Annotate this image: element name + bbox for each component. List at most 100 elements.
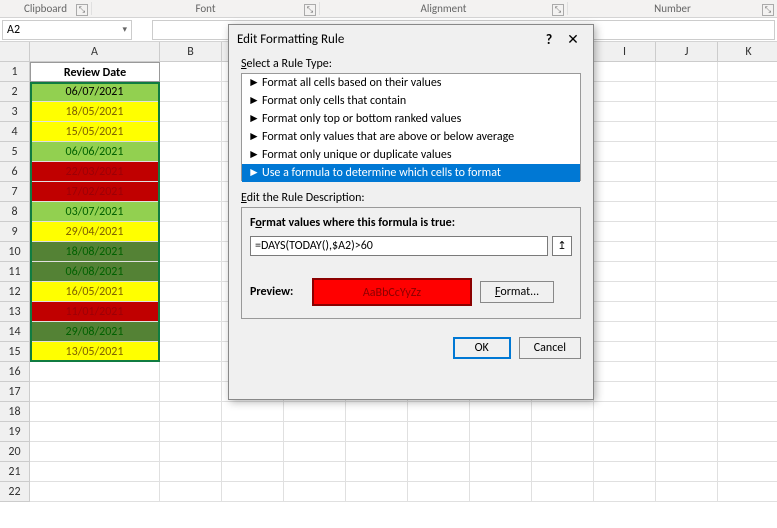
cell[interactable]: 06/06/2021 <box>30 142 160 162</box>
cell[interactable] <box>656 202 718 222</box>
cell[interactable] <box>656 182 718 202</box>
cell[interactable] <box>656 262 718 282</box>
cell[interactable] <box>284 422 346 442</box>
cell[interactable] <box>160 362 222 382</box>
dialog-launcher-icon[interactable]: ⤡ <box>76 4 88 16</box>
dialog-launcher-icon[interactable]: ⤡ <box>552 4 564 16</box>
cell[interactable] <box>718 242 777 262</box>
cell[interactable]: 18/05/2021 <box>30 102 160 122</box>
cell[interactable] <box>656 342 718 362</box>
cell[interactable] <box>656 242 718 262</box>
cell[interactable]: 03/07/2021 <box>30 202 160 222</box>
cell[interactable]: 29/08/2021 <box>30 322 160 342</box>
cell[interactable]: 29/04/2021 <box>30 222 160 242</box>
row-header[interactable]: 7 <box>0 182 30 202</box>
cell[interactable] <box>160 442 222 462</box>
cell[interactable]: 18/08/2021 <box>30 242 160 262</box>
cell[interactable] <box>656 142 718 162</box>
cell[interactable] <box>470 422 532 442</box>
cell[interactable] <box>718 222 777 242</box>
cell[interactable] <box>718 282 777 302</box>
cell[interactable] <box>160 142 222 162</box>
cell[interactable] <box>222 402 284 422</box>
cell[interactable] <box>656 402 718 422</box>
cell[interactable] <box>222 442 284 462</box>
cell[interactable] <box>594 62 656 82</box>
cell[interactable] <box>346 482 408 502</box>
cancel-button[interactable]: Cancel <box>519 337 581 359</box>
cell[interactable] <box>656 442 718 462</box>
cell[interactable] <box>284 402 346 422</box>
cell[interactable] <box>718 382 777 402</box>
cell[interactable] <box>160 262 222 282</box>
row-header[interactable]: 8 <box>0 202 30 222</box>
rule-type-item[interactable]: ►Format only values that are above or be… <box>242 128 580 146</box>
cell[interactable] <box>718 182 777 202</box>
cell[interactable] <box>656 82 718 102</box>
cell[interactable] <box>656 422 718 442</box>
cell[interactable] <box>718 302 777 322</box>
cell[interactable] <box>594 362 656 382</box>
cell[interactable] <box>408 462 470 482</box>
cell[interactable] <box>656 462 718 482</box>
cell[interactable]: 16/05/2021 <box>30 282 160 302</box>
cell[interactable] <box>718 142 777 162</box>
cell[interactable] <box>30 382 160 402</box>
cell[interactable] <box>346 422 408 442</box>
cell[interactable] <box>408 422 470 442</box>
cell[interactable] <box>30 422 160 442</box>
cell[interactable] <box>222 482 284 502</box>
cell[interactable] <box>718 362 777 382</box>
rule-type-item[interactable]: ►Format all cells based on their values <box>242 74 580 92</box>
cell[interactable] <box>718 342 777 362</box>
cell[interactable] <box>30 402 160 422</box>
cell[interactable]: 13/05/2021 <box>30 342 160 362</box>
dialog-launcher-icon[interactable]: ⤡ <box>304 4 316 16</box>
cell[interactable] <box>160 122 222 142</box>
cell[interactable] <box>160 322 222 342</box>
cell[interactable] <box>656 62 718 82</box>
cell[interactable] <box>594 322 656 342</box>
row-header[interactable]: 13 <box>0 302 30 322</box>
ok-button[interactable]: OK <box>453 337 511 359</box>
cell[interactable] <box>718 102 777 122</box>
cell[interactable] <box>284 442 346 462</box>
cell[interactable] <box>408 442 470 462</box>
cell[interactable] <box>470 482 532 502</box>
close-icon[interactable]: ✕ <box>561 31 585 48</box>
cell[interactable] <box>656 102 718 122</box>
cell[interactable] <box>284 482 346 502</box>
cell[interactable] <box>160 62 222 82</box>
cell[interactable] <box>718 62 777 82</box>
cell[interactable] <box>160 482 222 502</box>
cell[interactable] <box>718 322 777 342</box>
cell[interactable] <box>594 122 656 142</box>
column-header[interactable]: A <box>30 42 160 62</box>
cell[interactable] <box>160 82 222 102</box>
formula-input[interactable] <box>250 236 548 256</box>
column-header[interactable]: B <box>160 42 222 62</box>
row-header[interactable]: 4 <box>0 122 30 142</box>
dialog-launcher-icon[interactable]: ⤡ <box>762 4 774 16</box>
cell[interactable] <box>222 422 284 442</box>
cell[interactable] <box>160 242 222 262</box>
cell[interactable]: 17/02/2021 <box>30 182 160 202</box>
cell[interactable] <box>408 402 470 422</box>
cell[interactable] <box>594 182 656 202</box>
cell[interactable] <box>346 462 408 482</box>
cell[interactable] <box>160 102 222 122</box>
row-header[interactable]: 16 <box>0 362 30 382</box>
row-header[interactable]: 19 <box>0 422 30 442</box>
cell[interactable] <box>594 102 656 122</box>
row-header[interactable]: 2 <box>0 82 30 102</box>
cell[interactable] <box>470 402 532 422</box>
rule-type-item[interactable]: ►Format only cells that contain <box>242 92 580 110</box>
cell[interactable] <box>594 202 656 222</box>
cell[interactable] <box>160 402 222 422</box>
range-picker-icon[interactable]: ↥ <box>552 236 572 256</box>
cell[interactable] <box>594 282 656 302</box>
column-header[interactable]: J <box>656 42 718 62</box>
cell[interactable]: 06/08/2021 <box>30 262 160 282</box>
cell[interactable] <box>532 442 594 462</box>
cell[interactable] <box>594 302 656 322</box>
